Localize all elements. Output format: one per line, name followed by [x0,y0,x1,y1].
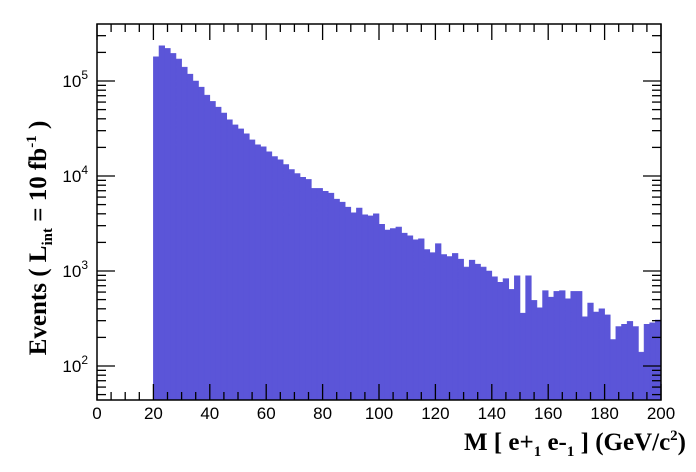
histogram-bars [153,45,662,401]
x-tick-label: 60 [257,404,276,423]
y-axis-title: Events ( Lint = 10 fb-1 ) [24,120,56,356]
x-tick-label: 120 [421,404,449,423]
x-tick-label: 40 [200,404,219,423]
y-axis-ticks: 102 103 104 105 [62,35,661,396]
y-tick-label: 102 [62,353,88,376]
x-tick-label: 200 [647,404,675,423]
histogram-bins [153,45,662,401]
x-tick-label: 100 [365,404,393,423]
x-axis-title: M [ e+1 e-1 ] (GeV/c2) [463,428,686,460]
y-tick-label: 103 [62,258,88,281]
x-tick-label: 140 [478,404,506,423]
x-tick-label: 20 [144,404,163,423]
y-tick-label: 104 [62,163,88,186]
x-tick-label: 80 [313,404,332,423]
x-tick-label: 180 [590,404,618,423]
y-tick-label: 105 [62,68,88,91]
x-tick-label: 160 [534,404,562,423]
x-tick-label: 0 [92,404,101,423]
x-axis-ticks: 0 20 40 60 80 100 120 140 160 180 200 [92,24,675,423]
